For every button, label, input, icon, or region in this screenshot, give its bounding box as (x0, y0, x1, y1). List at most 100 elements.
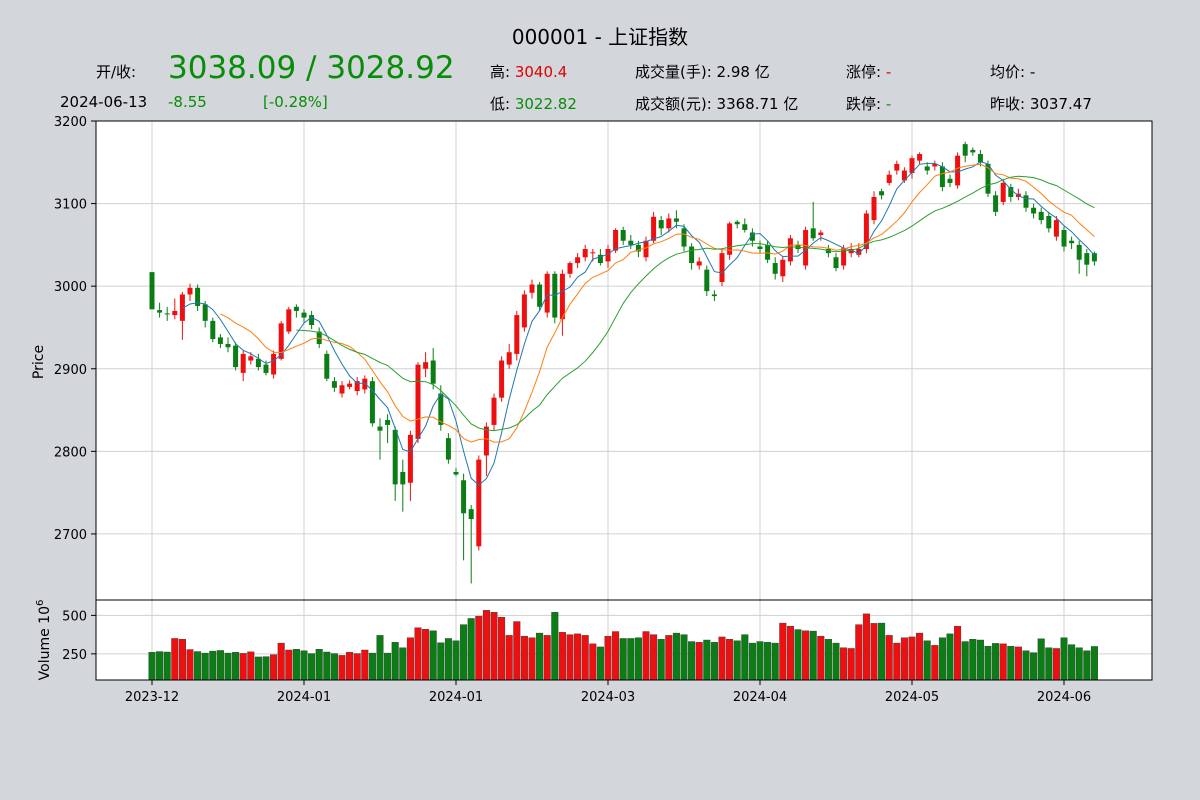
volume-bar (961, 641, 969, 681)
volume-bar (634, 637, 642, 681)
candle-body (331, 381, 337, 388)
candle-body (651, 216, 657, 241)
volume-bar (627, 638, 635, 681)
candle-body (187, 287, 193, 295)
volume-bar (376, 635, 384, 681)
candle-body (1084, 253, 1090, 265)
volume-bar (528, 637, 536, 681)
volume-bar (490, 612, 498, 681)
candle-body (483, 426, 489, 456)
volume-bar (1037, 638, 1045, 681)
volume-bar (1083, 650, 1091, 681)
volume-bar (361, 649, 369, 681)
candle-body (263, 364, 269, 373)
price-tick-label: 2800 (54, 445, 87, 460)
price-axis-label: Price (31, 345, 47, 379)
candle-body (179, 294, 185, 321)
candle-body (666, 218, 672, 229)
candle-body (879, 191, 885, 196)
candle-body (271, 353, 277, 375)
volume-bar (870, 623, 878, 681)
volume-bar (680, 634, 688, 681)
limit-down-label: 跌停: (846, 95, 882, 113)
candle-body (392, 429, 398, 485)
volume-bar (330, 653, 338, 681)
candle-body (415, 364, 421, 439)
volume-bar (346, 652, 354, 681)
volume-bar (353, 653, 361, 681)
volume-bar (695, 642, 703, 681)
candle-body (430, 360, 436, 384)
candle-body (696, 261, 702, 266)
volume-bar (186, 649, 194, 681)
volume-bar (315, 649, 323, 681)
volume-bar (748, 642, 756, 681)
candle-body (863, 213, 869, 250)
volume-bar (1075, 647, 1083, 681)
avg-price-value: - (1029, 63, 1036, 81)
volume-bar (726, 639, 734, 681)
volume-bar (285, 649, 293, 681)
volume-bar (232, 652, 240, 681)
candle-body (491, 397, 497, 425)
candle-body (377, 426, 383, 431)
volume-bar (832, 642, 840, 681)
volume-bar (338, 655, 346, 681)
candle-body (529, 284, 535, 293)
candle-body (711, 294, 717, 297)
candle-body (848, 249, 854, 254)
candle-body (324, 353, 330, 379)
volume-bar (209, 650, 217, 681)
candle-body (901, 170, 907, 181)
candle-body (157, 310, 163, 313)
candle-body (734, 221, 740, 225)
volume-bar (908, 636, 916, 681)
candle-body (255, 358, 261, 368)
volume-bar (323, 651, 331, 681)
candle-body (635, 244, 641, 252)
date-tick-label: 2024-06 (1037, 690, 1091, 705)
volume-bar (581, 635, 589, 681)
candle-body (1023, 195, 1029, 208)
volume-bar (505, 635, 513, 681)
volume-bar (589, 643, 597, 681)
volume-bar (543, 635, 551, 681)
limit-up-label: 涨停: (846, 63, 882, 81)
price-tick-label: 2700 (54, 528, 87, 543)
candle-body (704, 269, 710, 292)
high-label: 高: (490, 63, 511, 81)
candle-body (225, 343, 231, 348)
open-close-value: 3038.09 / 3028.92 (168, 50, 455, 86)
candle-body (544, 273, 550, 313)
candle-body (233, 345, 239, 368)
volume-bar (300, 650, 308, 681)
amount-value: 3368.71 亿 (716, 95, 799, 113)
candle-body (164, 313, 170, 315)
volume-bar (703, 639, 711, 681)
volume-bar (992, 643, 1000, 681)
candle-body (780, 259, 786, 277)
volume-bar (1090, 646, 1098, 681)
volume-bar (156, 651, 164, 681)
candle-body (962, 144, 968, 156)
avg-price-label: 均价: (990, 63, 1026, 81)
volume-bar (194, 651, 202, 681)
candle-body (195, 287, 201, 306)
candle-body (970, 149, 976, 153)
volume-bar (520, 635, 528, 681)
volume-bar (574, 633, 582, 681)
low-value: 3022.82 (514, 95, 577, 113)
candle-body (620, 230, 626, 241)
candle-body (453, 471, 459, 475)
volume-bar (513, 621, 521, 681)
candle-body (286, 309, 292, 332)
volume-bar (596, 646, 604, 681)
volume-bar (604, 635, 612, 681)
candle-body (1091, 253, 1097, 262)
volume-bar (216, 650, 224, 681)
volume-bar (938, 637, 946, 681)
volume-bar (414, 627, 422, 681)
volume-bar (809, 630, 817, 681)
candle-body (742, 224, 748, 231)
